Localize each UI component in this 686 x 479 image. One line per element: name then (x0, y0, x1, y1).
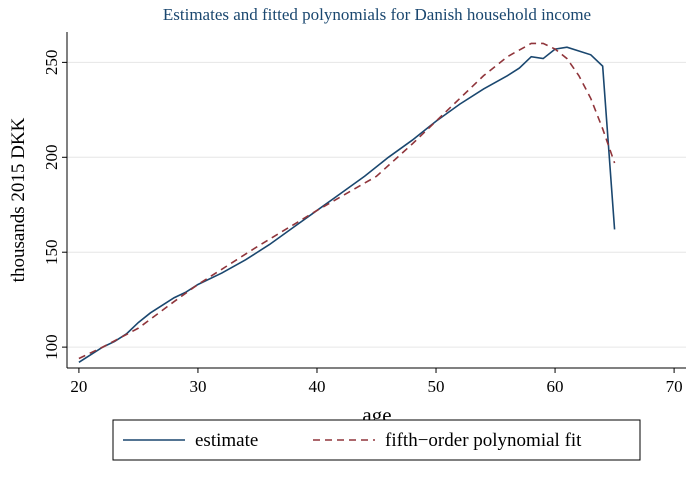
y-axis-label: thousands 2015 DKK (8, 117, 29, 282)
legend-label: fifth−order polynomial fit (385, 430, 582, 451)
y-tick-label: 250 (42, 50, 61, 75)
x-tick-label: 30 (189, 377, 206, 396)
x-tick-label: 40 (308, 377, 325, 396)
x-tick-label: 20 (70, 377, 87, 396)
legend-box (112, 419, 641, 461)
x-tick-label: 50 (428, 377, 445, 396)
series-line (78, 46, 616, 363)
x-tick-label: 60 (547, 377, 564, 396)
y-tick-label: 100 (42, 334, 61, 360)
series-line (78, 42, 616, 360)
legend-label: estimate (195, 430, 258, 451)
x-tick-label: 70 (666, 377, 683, 396)
chart-title: Estimates and fitted polynomials for Dan… (163, 5, 591, 24)
y-tick-label: 200 (42, 145, 61, 171)
y-tick-label: 150 (42, 239, 61, 264)
